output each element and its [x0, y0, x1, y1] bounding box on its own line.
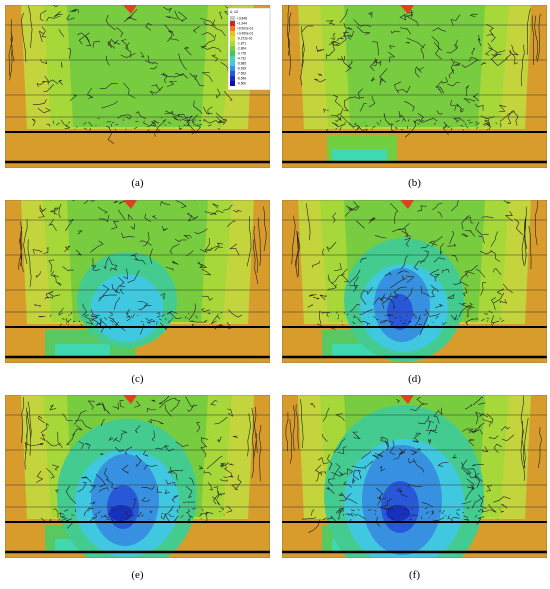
contour: [282, 395, 547, 558]
lower: [332, 149, 387, 161]
panel: [282, 200, 547, 363]
load-marker: [400, 200, 414, 209]
contour: [5, 5, 270, 168]
load-marker: [400, 395, 414, 404]
contour: [282, 5, 547, 168]
cracks: [18, 200, 267, 335]
legend-label: -4.732: [237, 56, 246, 60]
load-marker: [400, 5, 414, 14]
legend-label: +3.450e-01: [237, 31, 253, 35]
contour: [5, 395, 270, 558]
panel: [282, 5, 547, 168]
legend-label: +3.848: [237, 16, 247, 20]
contour: [5, 200, 270, 363]
legend-label: -1.871: [237, 41, 246, 45]
cracks: [285, 395, 542, 533]
legend-swatch: [230, 76, 235, 81]
legend-label: -5.685: [237, 61, 246, 65]
legend-swatch: [230, 61, 235, 66]
panel: [5, 5, 270, 168]
legend: U, U2+3.848+1.944+9.902e-01+3.450e-01-9.…: [227, 7, 271, 91]
legend-label: -7.593: [237, 71, 246, 75]
legend-label: -9.500: [237, 81, 246, 85]
panel: [282, 395, 547, 558]
panel: [5, 395, 270, 558]
cracks: [21, 395, 262, 529]
legend-swatch: [230, 46, 235, 51]
load-marker: [123, 5, 137, 14]
contour: [282, 200, 547, 363]
legend-label: +9.902e-01: [237, 26, 253, 30]
legend-swatch: [230, 26, 235, 31]
legend-swatch: [230, 81, 235, 86]
legend-swatch: [230, 21, 235, 26]
legend-title: U, U2: [230, 10, 238, 14]
panel-label: (d): [408, 373, 421, 385]
panel-label: (f): [409, 569, 420, 581]
legend-swatch: [230, 41, 235, 46]
band: [344, 5, 485, 127]
legend-label: -3.778: [237, 51, 246, 55]
legend-swatch: [230, 16, 235, 21]
load-marker: [123, 200, 137, 209]
blob: [109, 505, 133, 521]
panel-label: (a): [131, 177, 144, 189]
cracks: [291, 200, 538, 336]
legend-label: -9.272e-01: [237, 36, 253, 40]
legend-swatch: [230, 66, 235, 71]
blob: [91, 274, 163, 342]
legend-label: -8.546: [237, 76, 246, 80]
legend-swatch: [230, 31, 235, 36]
legend-label: -6.639: [237, 66, 246, 70]
legend-swatch: [230, 56, 235, 61]
legend-swatch: [230, 36, 235, 41]
lower: [55, 344, 110, 356]
legend-label: -2.804: [237, 46, 246, 50]
band: [67, 5, 208, 127]
legend-swatch: [230, 51, 235, 56]
legend-label: +1.944: [237, 21, 247, 25]
panel-label: (c): [131, 373, 144, 385]
panel-label: (b): [408, 177, 421, 189]
cracks: [286, 5, 541, 138]
load-marker: [123, 395, 137, 404]
panel-label: (e): [131, 569, 144, 581]
legend-swatch: [230, 71, 235, 76]
blob: [386, 505, 410, 521]
panel: [5, 200, 270, 363]
